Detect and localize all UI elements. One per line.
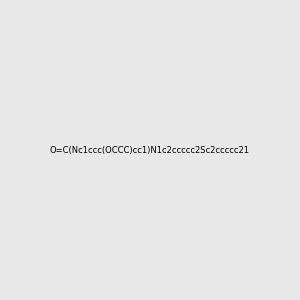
Text: O=C(Nc1ccc(OCCC)cc1)N1c2ccccc2Sc2ccccc21: O=C(Nc1ccc(OCCC)cc1)N1c2ccccc2Sc2ccccc21: [50, 146, 250, 154]
